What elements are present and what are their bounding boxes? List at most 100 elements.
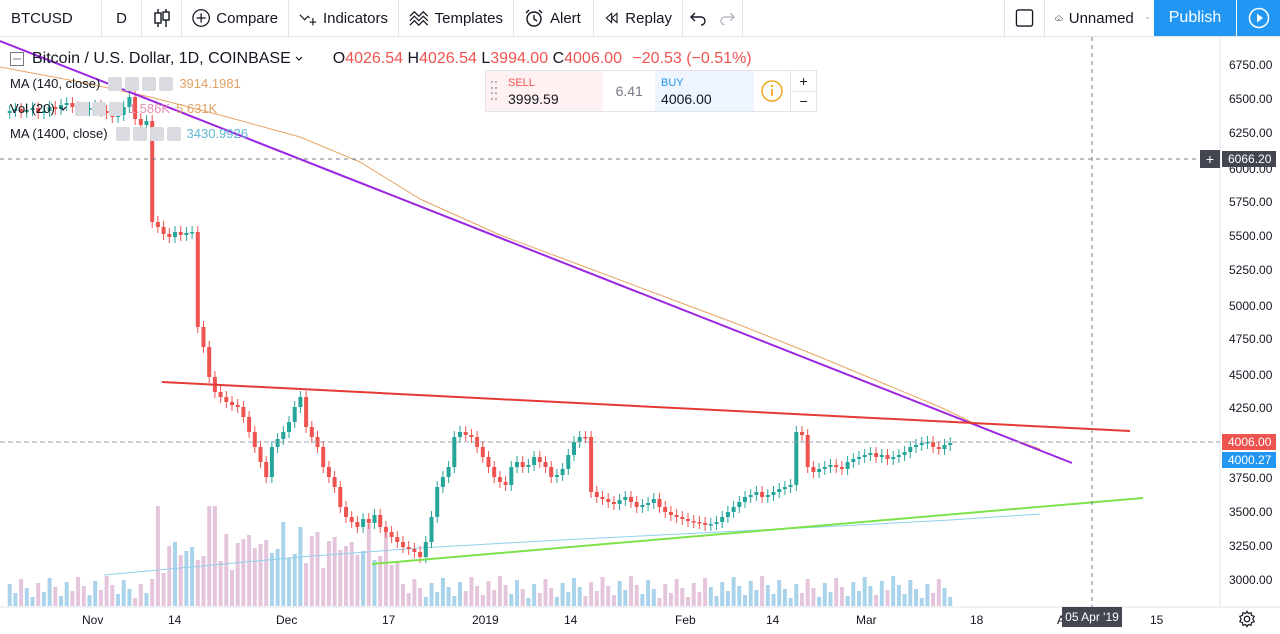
ma140-controls[interactable] xyxy=(108,76,174,91)
volume-bar xyxy=(81,586,86,606)
decrease-button[interactable]: − xyxy=(799,93,808,110)
volume-bar xyxy=(748,581,753,606)
candle-body xyxy=(218,392,223,397)
candle-body xyxy=(395,537,400,542)
chart-area[interactable] xyxy=(0,37,1280,634)
candle-body xyxy=(594,492,599,497)
volume-bar xyxy=(47,578,52,606)
gear-icon[interactable] xyxy=(125,76,140,91)
close-key: C xyxy=(552,49,565,67)
collapse-legend-icon[interactable] xyxy=(10,51,24,66)
symbol-search[interactable]: BTCUSD xyxy=(0,0,102,37)
volume-bar xyxy=(93,581,98,606)
publish-button[interactable]: Publish xyxy=(1154,0,1236,36)
layout-name-button[interactable]: Unnamed xyxy=(1045,0,1160,37)
volume-bar xyxy=(275,549,280,606)
candle-body xyxy=(760,492,765,497)
candle-body xyxy=(948,443,953,445)
resistance-line[interactable] xyxy=(161,381,1131,432)
top-toolbar: BTCUSD D Compare Indicators Templates Al… xyxy=(0,0,1280,37)
candle-body xyxy=(572,442,576,455)
close-icon[interactable] xyxy=(159,76,174,91)
symbol-label: BTCUSD xyxy=(11,9,73,27)
play-icon xyxy=(1248,7,1269,29)
volume-bar xyxy=(737,586,742,606)
redo-button[interactable] xyxy=(713,0,743,37)
alert-button[interactable]: Alert xyxy=(514,0,594,37)
gear-icon[interactable] xyxy=(142,76,157,91)
crosshair-add-button[interactable]: + xyxy=(1200,150,1220,168)
volume-bar xyxy=(298,527,303,606)
candle-body xyxy=(104,111,109,113)
symbol-title[interactable]: Bitcoin / U.S. Dollar, 1D, COINBASE xyxy=(32,49,291,67)
candle-body xyxy=(617,500,622,504)
volume-bar xyxy=(680,588,685,606)
undo-button[interactable] xyxy=(683,0,713,37)
volume-bar xyxy=(59,596,63,606)
undo-icon xyxy=(690,12,706,26)
candle-body xyxy=(668,512,673,515)
volume-bar xyxy=(121,580,126,606)
quantity-stepper[interactable]: + − xyxy=(790,71,816,111)
volume-bar xyxy=(463,591,468,606)
volume-bar xyxy=(691,583,696,606)
toolbar-spacer xyxy=(743,0,1005,37)
gear-icon[interactable] xyxy=(91,101,106,116)
candle-body xyxy=(868,453,873,455)
last-price-label: 4006.00 xyxy=(1222,434,1276,450)
chart-type-button[interactable] xyxy=(142,0,182,37)
candle-body xyxy=(155,222,160,227)
vol-value: 1.586K xyxy=(128,101,171,116)
legend-ma1400-row[interactable]: MA (1400, close) 3430.9926 xyxy=(10,121,752,146)
ma1400-controls[interactable] xyxy=(115,126,181,141)
time-tick: A xyxy=(1057,613,1066,627)
drag-handle-icon[interactable] xyxy=(491,81,497,101)
gear-icon[interactable] xyxy=(1238,610,1256,628)
gear-icon[interactable] xyxy=(149,126,164,141)
templates-button[interactable]: Templates xyxy=(399,0,514,37)
replay-button[interactable]: Replay xyxy=(594,0,683,37)
candlesticks xyxy=(7,91,953,563)
publish-video-button[interactable] xyxy=(1237,0,1280,36)
candle-body xyxy=(463,432,468,435)
compare-button[interactable]: Compare xyxy=(182,0,289,37)
volume-bar xyxy=(64,582,69,606)
buy-button[interactable]: BUY 4006.00 xyxy=(655,71,755,111)
close-icon[interactable] xyxy=(166,126,181,141)
gear-icon[interactable] xyxy=(132,126,147,141)
volume-bar xyxy=(931,593,936,606)
candle-body xyxy=(321,447,326,467)
interval-button[interactable]: D xyxy=(102,0,142,37)
info-button[interactable] xyxy=(754,71,790,111)
support-line[interactable] xyxy=(371,497,1144,565)
legend-ma140-row[interactable]: MA (140, close) 3914.1981 xyxy=(10,71,752,96)
volume-bar xyxy=(566,592,571,606)
candle-body xyxy=(697,522,702,524)
sell-button[interactable]: SELL 3999.59 xyxy=(486,71,604,111)
close-icon[interactable] xyxy=(108,101,123,116)
buy-label: BUY xyxy=(661,77,684,89)
chevron-down-icon xyxy=(295,56,303,61)
legend-vol-row[interactable]: Vol (20) 1.586K 5.631K xyxy=(10,96,752,121)
volume-bar xyxy=(634,585,639,606)
redo-icon xyxy=(720,12,736,26)
time-tick: 15 xyxy=(1150,613,1164,627)
volume-bar xyxy=(862,577,867,606)
volume-bar xyxy=(281,522,286,606)
volume-bar xyxy=(167,546,172,606)
eye-icon[interactable] xyxy=(115,126,130,141)
indicators-button[interactable]: Indicators xyxy=(289,0,399,37)
price-tick: 4750.00 xyxy=(1229,332,1273,346)
info-icon xyxy=(761,80,784,102)
layout-square-button[interactable] xyxy=(1005,0,1045,37)
vol-controls[interactable] xyxy=(74,101,123,116)
low-key: L xyxy=(481,49,491,67)
volume-bar xyxy=(201,556,206,606)
increase-button[interactable]: + xyxy=(791,71,816,92)
eye-icon[interactable] xyxy=(74,101,89,116)
eye-icon[interactable] xyxy=(108,76,123,91)
downtrend-line[interactable] xyxy=(0,40,1073,464)
ma140-label: MA (140, close) xyxy=(10,76,101,91)
ohlc-values: O4026.54 H4026.54 L3994.00 C4006.00 −20.… xyxy=(333,50,752,68)
price-chart-canvas[interactable] xyxy=(0,37,1280,634)
